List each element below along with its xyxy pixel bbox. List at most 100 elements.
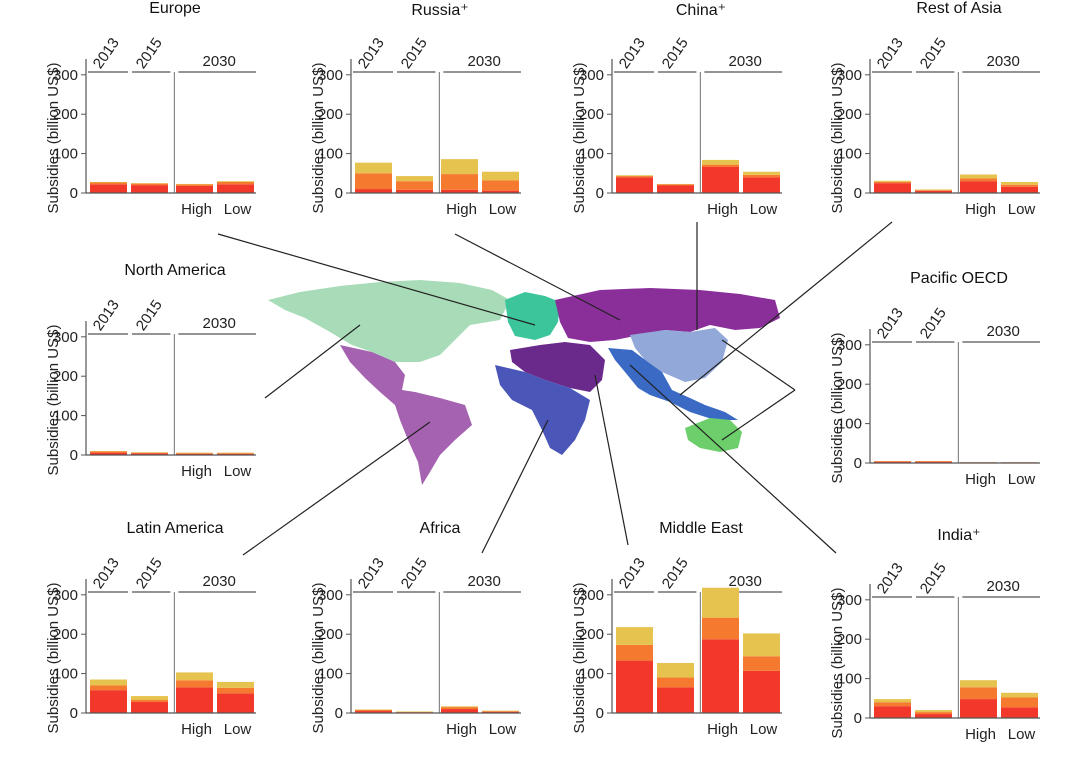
chart-panel-pacific-oecd: Pacific OECD Subsidies (billion US$) 0 100… — [828, 270, 1080, 520]
period-label-2015: 2015 — [133, 35, 166, 72]
bar-segment-red — [960, 699, 997, 718]
bar-segment-yellow — [131, 452, 168, 453]
bar-segment-red — [702, 167, 739, 193]
bar-segment-orange — [702, 164, 739, 167]
bar-segment-orange — [131, 700, 168, 702]
y-tick-label: 100 — [579, 666, 604, 683]
y-tick-label: 300 — [837, 337, 862, 354]
chart-title: Pacific OECD — [910, 270, 1008, 287]
bar-segment-yellow — [90, 679, 127, 686]
bar-segment-yellow — [176, 452, 213, 454]
bar-segment-orange — [90, 182, 127, 185]
y-tick-label: 300 — [579, 587, 604, 604]
period-label-2030: 2030 — [729, 573, 762, 590]
chart-panel-middle-east: Middle East Subsidies (billion US$) 0 100 2… — [570, 520, 832, 770]
y-tick-label: 100 — [318, 666, 343, 683]
map-connector-lines — [217, 221, 893, 556]
scenario-label-high: High — [181, 721, 212, 738]
bar-segment-orange — [176, 184, 213, 186]
bar-segment-orange — [874, 461, 911, 462]
bar-segment-yellow — [217, 181, 254, 182]
y-tick-label: 300 — [53, 67, 78, 84]
bar-segment-orange — [960, 178, 997, 182]
bar-chart-africa: Subsidies (billion US$) 0 100 200 300 2013 201… — [310, 555, 521, 738]
bar-segment-orange — [131, 452, 168, 454]
map-region-russia — [555, 288, 780, 342]
y-tick-label: 0 — [854, 185, 862, 202]
bar-segment-orange — [702, 617, 739, 640]
bar-segment-yellow — [915, 189, 952, 191]
chart-title: Africa — [419, 520, 461, 537]
bar-segment-red — [1001, 707, 1038, 718]
bar-segment-orange — [743, 174, 780, 178]
y-axis-label: Subsidies (billion US$) — [310, 583, 327, 734]
bar-segment-orange — [441, 174, 478, 190]
scenario-label-high: High — [965, 726, 996, 743]
regional-subsidy-charts: Europe Subsidies (billion US$) 0 100 200 300… — [44, 0, 1080, 743]
period-label-2015: 2015 — [398, 35, 431, 72]
y-tick-label: 200 — [318, 626, 343, 643]
bar-segment-yellow — [131, 696, 168, 700]
chart-title: India⁺ — [937, 527, 981, 544]
chart-title: Latin America — [126, 520, 224, 537]
period-label-2015: 2015 — [659, 35, 692, 72]
period-label-2013: 2013 — [355, 35, 388, 72]
connector-russia — [454, 233, 621, 321]
world-map — [217, 221, 893, 556]
chart-panel-europe: Europe Subsidies (billion US$) 0 100 200 300… — [44, 0, 306, 250]
connector-europe — [217, 233, 536, 326]
bar-segment-red — [482, 190, 519, 193]
period-label-2013: 2013 — [90, 297, 123, 334]
period-label-2015: 2015 — [398, 555, 431, 592]
period-label-2015: 2015 — [133, 555, 166, 592]
bar-segment-yellow — [441, 706, 478, 708]
bar-segment-yellow — [482, 171, 519, 181]
connector-africa — [481, 419, 549, 554]
scenario-label-low: Low — [1008, 726, 1036, 743]
bar-segment-yellow — [355, 709, 392, 710]
period-label-2015: 2015 — [917, 305, 950, 342]
chart-panel-rest-of-asia: Rest of Asia Subsidies (billion US$) 0 100… — [828, 0, 1080, 250]
y-axis-label: Subsidies (billion US$) — [829, 63, 846, 214]
map-region-middle-east — [510, 342, 605, 392]
period-label-2013: 2013 — [90, 35, 123, 72]
chart-title: Rest of Asia — [916, 0, 1002, 17]
period-label-2013: 2013 — [874, 35, 907, 72]
y-tick-label: 100 — [53, 146, 78, 163]
bar-segment-yellow — [396, 176, 433, 182]
period-label-2013: 2013 — [616, 555, 649, 592]
scenario-label-low: Low — [750, 721, 778, 738]
y-tick-label: 300 — [53, 587, 78, 604]
connector-rest-of-asia — [679, 221, 893, 396]
connector-middle-east — [594, 374, 629, 546]
bar-segment-yellow — [176, 183, 213, 185]
bar-segment-red — [131, 185, 168, 193]
bar-segment-red — [131, 701, 168, 713]
bar-segment-yellow — [90, 181, 127, 183]
bar-segment-orange — [355, 173, 392, 190]
y-tick-label: 300 — [837, 67, 862, 84]
bar-chart-europe: Subsidies (billion US$) 0 100 200 300 2013 201… — [45, 35, 256, 218]
y-tick-label: 300 — [837, 592, 862, 609]
period-label-2030: 2030 — [468, 573, 501, 590]
bar-segment-orange — [657, 184, 694, 186]
bar-segment-orange — [90, 685, 127, 691]
bar-segment-orange — [915, 190, 952, 191]
y-tick-label: 300 — [53, 329, 78, 346]
y-tick-label: 0 — [70, 185, 78, 202]
scenario-label-low: Low — [750, 201, 778, 218]
bar-chart-middle-east: Subsidies (billion US$) 0 100 200 300 2013 201… — [571, 555, 782, 738]
map-region-africa — [495, 365, 590, 455]
bar-segment-yellow — [702, 587, 739, 618]
bar-segment-yellow — [915, 710, 952, 713]
chart-panel-russia: Russia⁺ Subsidies (billion US$) 0 100 200 30… — [309, 0, 571, 250]
chart-panel-china: China⁺ Subsidies (billion US$) 0 100 200 300… — [570, 0, 832, 250]
y-axis-label: Subsidies (billion US$) — [571, 583, 588, 734]
period-label-2013: 2013 — [874, 560, 907, 597]
y-tick-label: 0 — [335, 185, 343, 202]
scenario-label-low: Low — [1008, 471, 1036, 488]
bar-segment-red — [441, 709, 478, 713]
chart-title: Europe — [149, 0, 201, 17]
bar-segment-orange — [657, 677, 694, 688]
scenario-label-high: High — [181, 201, 212, 218]
